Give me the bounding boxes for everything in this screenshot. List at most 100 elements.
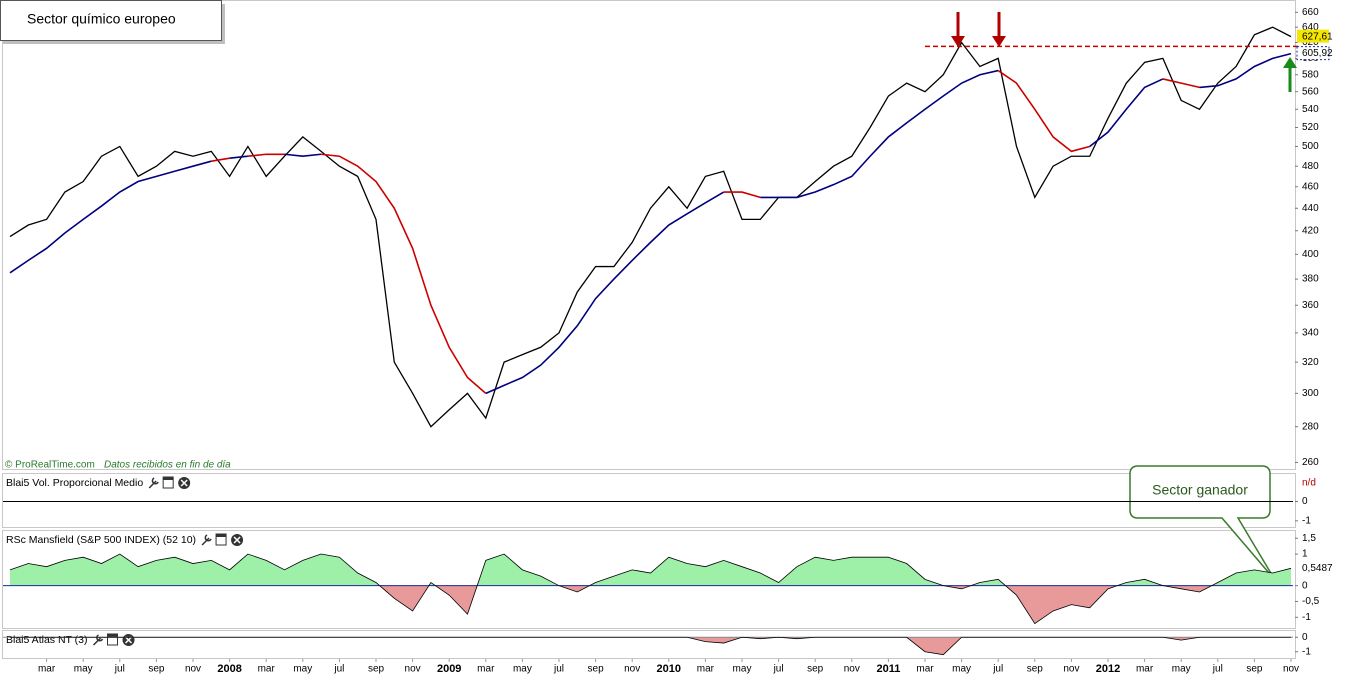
x-tick-label: 2012	[1096, 663, 1120, 675]
callout: Sector ganador	[1129, 465, 1276, 581]
panel-frames	[2, 0, 1296, 659]
x-tick-label: sep	[1246, 664, 1263, 675]
close-x	[180, 479, 188, 487]
x-tick-label: mar	[1136, 664, 1154, 675]
status-label: n/d	[1302, 478, 1316, 489]
moving-average	[1199, 52, 1292, 89]
x-tick-label: nov	[624, 664, 640, 675]
x-tick-label: may	[733, 664, 752, 675]
y-tick-label: 1,5	[1302, 533, 1316, 544]
y-tick-label: 380	[1302, 274, 1319, 285]
x-tick-label: may	[293, 664, 312, 675]
y-tick-label: 0	[1302, 580, 1308, 591]
moving-average	[247, 153, 285, 158]
settings-icon	[92, 634, 104, 646]
y-tick-label: 540	[1302, 104, 1319, 115]
x-tick-label: mar	[38, 664, 56, 675]
close-x	[233, 536, 241, 544]
x-tick-label: nov	[1283, 664, 1299, 675]
window-icon-bar	[107, 634, 118, 637]
moving-average	[1162, 78, 1200, 89]
y-tick-label: 400	[1302, 249, 1319, 260]
x-tick-label: jul	[773, 664, 784, 675]
x-tick-label: 2010	[657, 663, 681, 675]
x-tick-label: may	[952, 664, 971, 675]
x-tick-label: nov	[844, 664, 860, 675]
moving-average	[997, 69, 1090, 153]
x-tick-label: mar	[697, 664, 715, 675]
indicator-line	[9, 553, 1292, 625]
y-tick-label: -1	[1302, 646, 1311, 657]
x-tick-label: may	[74, 664, 93, 675]
y-tick-label: 640	[1302, 22, 1319, 33]
price-line	[9, 26, 1292, 428]
y-tick-label: 0	[1302, 632, 1308, 643]
title-box: Sector químico europeo	[0, 0, 225, 44]
panel-title: Blai5 Vol. Proporcional Medio	[6, 477, 143, 489]
y-tick-label: 440	[1302, 203, 1319, 214]
y-tick-label: 360	[1302, 300, 1319, 311]
y-tick-label: 520	[1302, 122, 1319, 133]
watermark: © ProRealTime.com	[5, 460, 95, 471]
panel-title: Blai5 Atlas NT (3)	[6, 634, 88, 646]
title-frame	[0, 0, 222, 41]
moving-average	[321, 153, 487, 394]
y-tick-label: 280	[1302, 421, 1319, 432]
window-icon-bar	[163, 477, 174, 480]
callout-text: Sector ganador	[1152, 482, 1248, 498]
x-tick-label: sep	[807, 664, 824, 675]
x-tick-label: nov	[1063, 664, 1079, 675]
y-tick-label: 420	[1302, 225, 1319, 236]
y-tick-label: 620	[1302, 37, 1319, 48]
moving-average	[284, 153, 322, 158]
arrow-head	[992, 36, 1006, 47]
negative-area	[10, 585, 1291, 624]
y-tick-label: 1	[1302, 549, 1308, 560]
x-tick-label: mar	[477, 664, 495, 675]
x-tick-label: 2011	[876, 663, 900, 675]
rsc-panel	[2, 530, 1296, 629]
y-tick-label: 340	[1302, 327, 1319, 338]
x-tick-label: jul	[1212, 664, 1223, 675]
x-tick-label: sep	[588, 664, 605, 675]
last-ma-label: 605,92	[1302, 48, 1333, 59]
moving-average	[723, 191, 761, 199]
x-tick-label: jul	[114, 664, 125, 675]
atlas-panel	[2, 630, 1296, 659]
x-tick-label: nov	[185, 664, 201, 675]
y-tick-label: -1	[1302, 515, 1311, 526]
y-tick-label: 560	[1302, 86, 1319, 97]
last-value-marker	[1297, 562, 1331, 575]
annotation-arrows	[951, 12, 1297, 92]
x-tick-label: sep	[148, 664, 165, 675]
price-panel	[2, 0, 1296, 470]
indicator-line	[10, 636, 1291, 656]
panel-title: RSc Mansfield (S&P 500 INDEX) (52 10)	[6, 534, 196, 546]
y-tick-label: 500	[1302, 141, 1319, 152]
y-tick-label: 300	[1302, 388, 1319, 399]
y-tick-label: 580	[1302, 69, 1319, 80]
arrow-head	[951, 36, 965, 47]
arrow-head	[1283, 57, 1297, 68]
last-price-label: 627,61	[1302, 31, 1333, 42]
moving-average	[211, 157, 230, 162]
x-tick-label: jul	[553, 664, 564, 675]
moving-average	[229, 155, 248, 160]
x-tick-label: sep	[368, 664, 385, 675]
y-tick-label: 320	[1302, 357, 1319, 368]
settings-icon	[201, 534, 212, 546]
settings-icon	[148, 477, 159, 489]
vol-panel	[2, 473, 1296, 528]
x-tick-label: 2009	[437, 663, 461, 675]
x-tick-label: mar	[258, 664, 276, 675]
last-value-label: 0,5487	[1302, 563, 1333, 574]
y-tick-label: -0,5	[1302, 596, 1320, 607]
moving-average	[9, 160, 212, 274]
x-tick-label: nov	[405, 664, 421, 675]
y-tick-label: 260	[1302, 457, 1319, 468]
positive-area	[10, 554, 1291, 586]
x-tick-label: jul	[333, 664, 344, 675]
x-tick-label: 2008	[217, 663, 241, 675]
last-ma-marker	[1296, 46, 1330, 61]
